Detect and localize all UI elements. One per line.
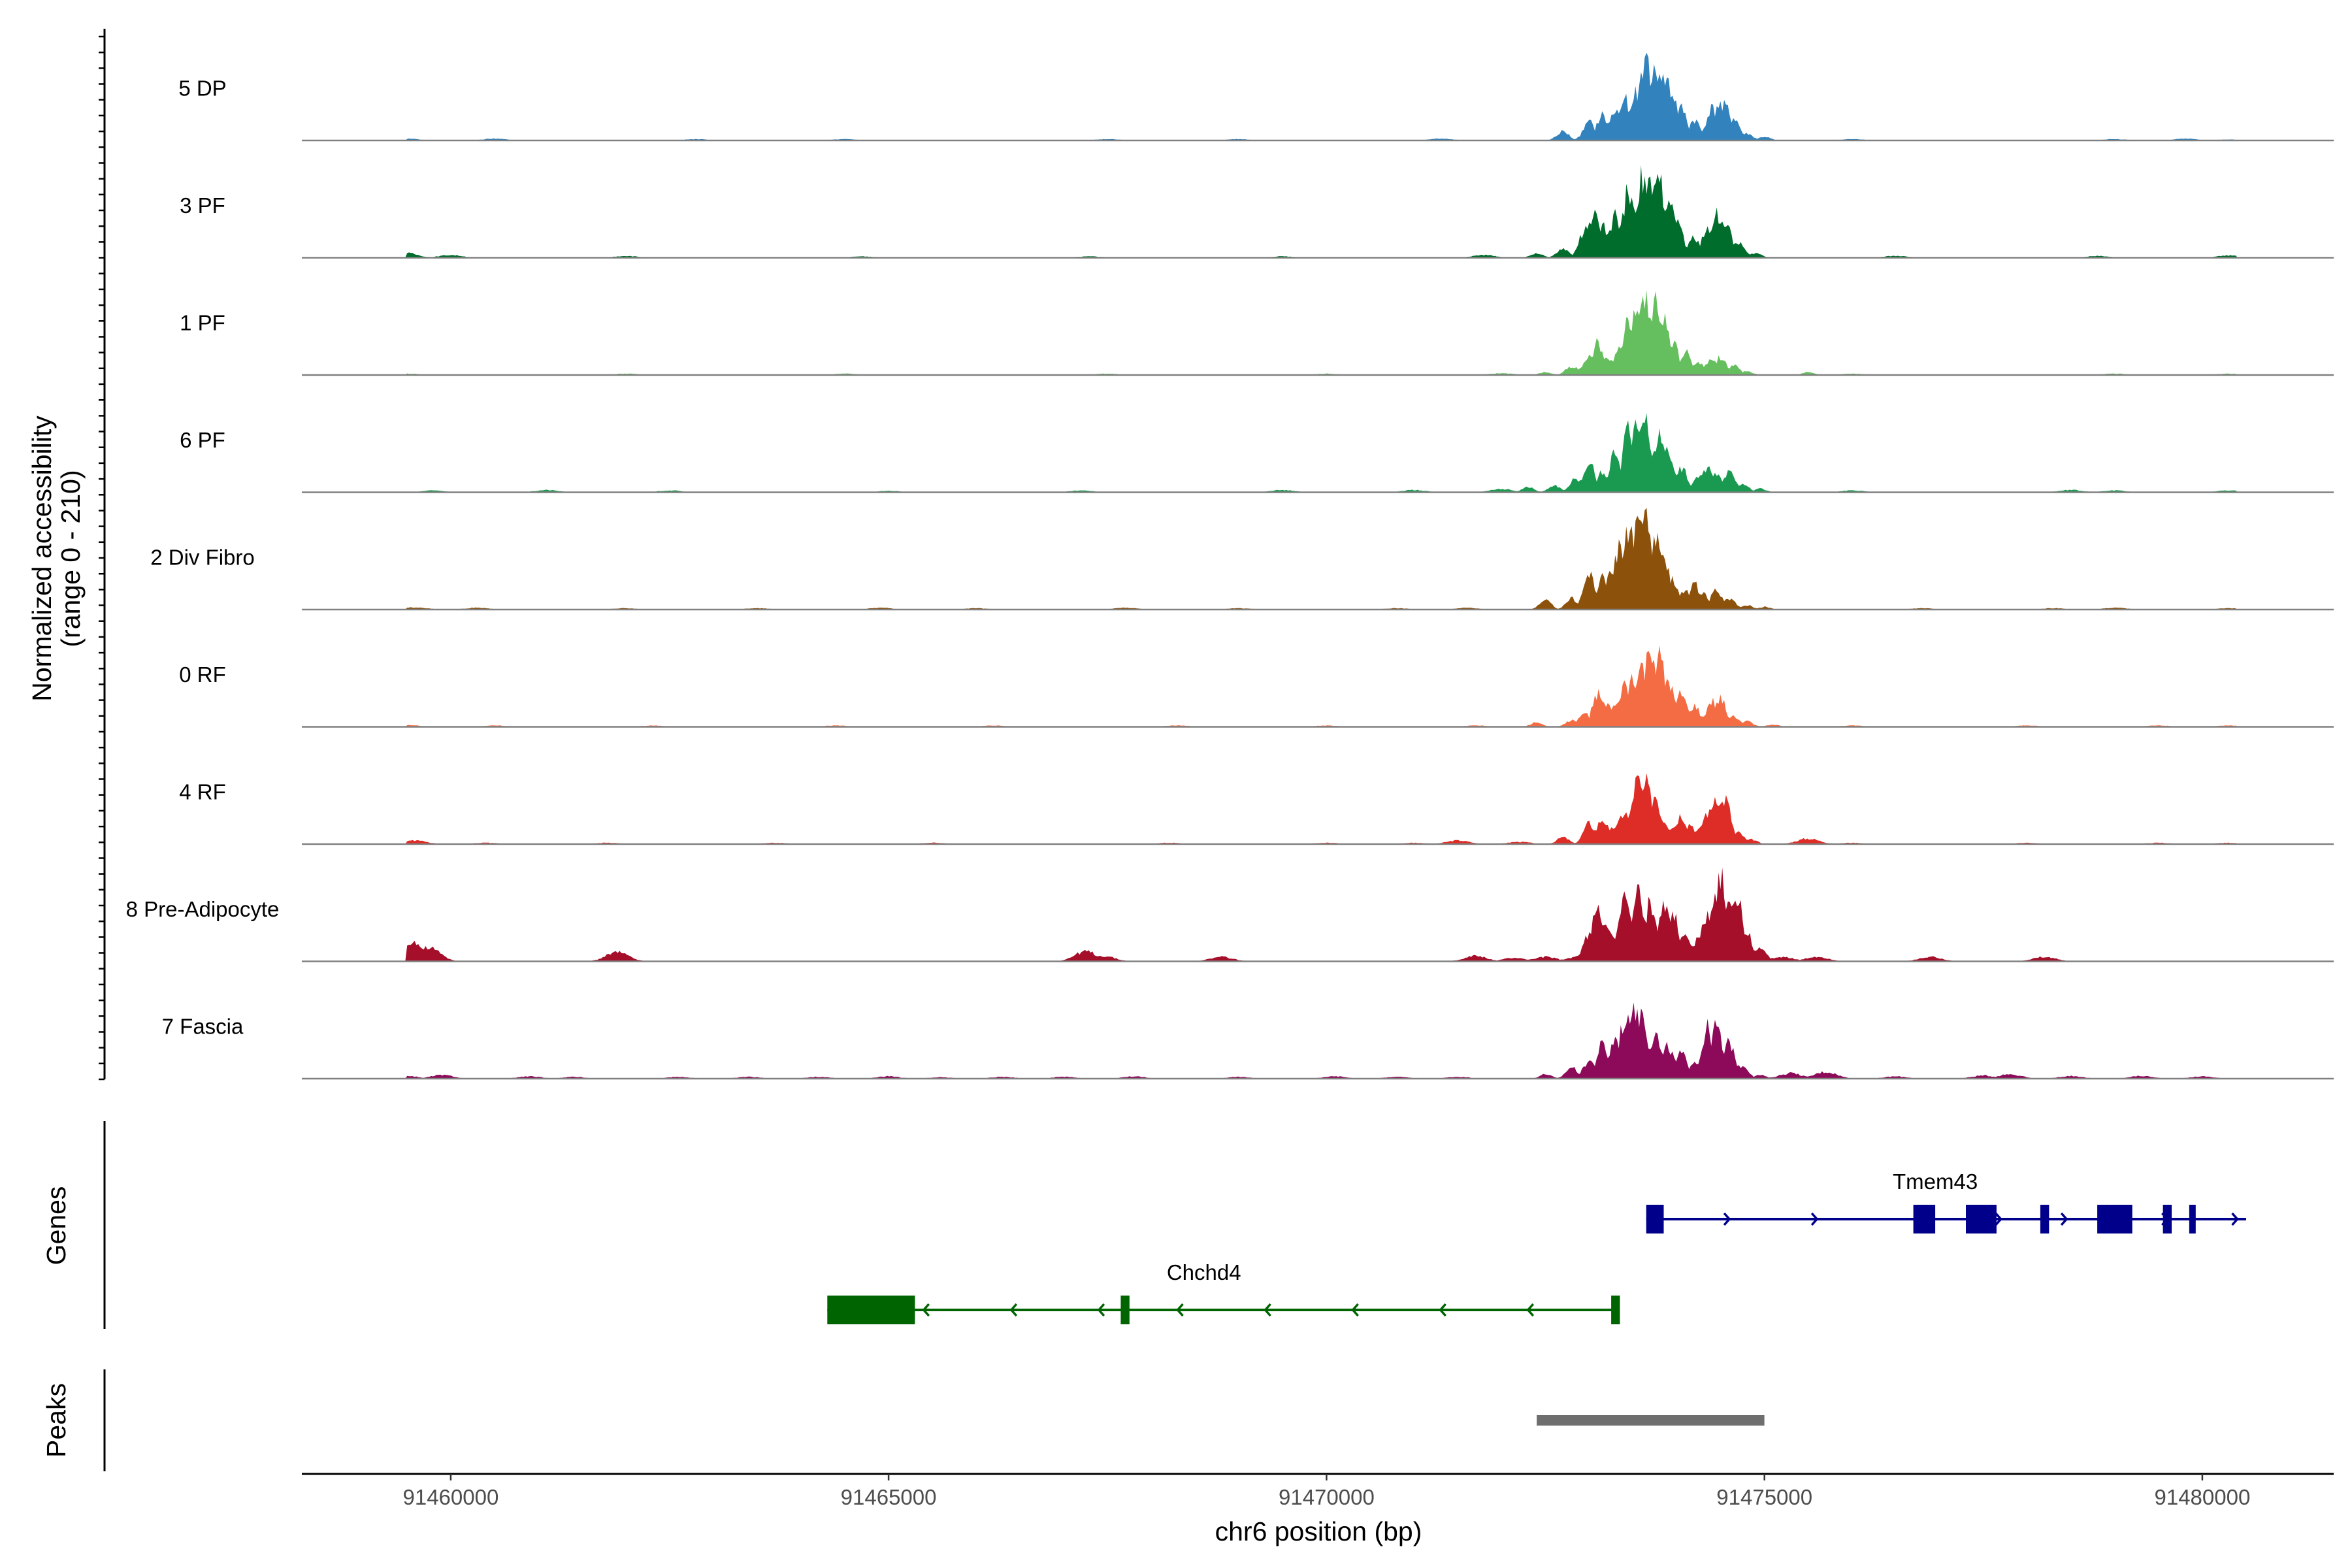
exon bbox=[827, 1296, 915, 1324]
x-tick-label: 91480000 bbox=[2154, 1485, 2250, 1509]
strand-arrow bbox=[1009, 1303, 1018, 1317]
strand-arrow bbox=[1351, 1303, 1359, 1317]
genes-title: Genes bbox=[41, 1186, 71, 1266]
peak-region bbox=[1537, 1415, 1765, 1426]
strand-arrow bbox=[1176, 1303, 1184, 1317]
track-label: 2 Div Fibro bbox=[150, 546, 255, 570]
x-tick-label: 91465000 bbox=[841, 1485, 937, 1509]
coverage-area bbox=[302, 165, 2334, 258]
strand-arrow bbox=[1995, 1212, 2002, 1226]
accessibility-y-axis bbox=[99, 29, 106, 1081]
coverage-area bbox=[302, 645, 2334, 727]
track-label: 3 PF bbox=[180, 193, 225, 218]
gene-tmem43: Tmem43 bbox=[1646, 1169, 2246, 1233]
strand-arrow bbox=[1526, 1303, 1535, 1317]
gene-annotation-track: Tmem43 Chchd4 bbox=[827, 1169, 2246, 1324]
gene-label: Tmem43 bbox=[1893, 1169, 1978, 1194]
track-label: 4 RF bbox=[179, 780, 226, 804]
gene-label: Chchd4 bbox=[1167, 1260, 1241, 1284]
coverage-area bbox=[302, 867, 2334, 962]
track-8-pre-adipocyte: 8 Pre-Adipocyte bbox=[126, 867, 2334, 962]
strand-arrow bbox=[1264, 1303, 1271, 1317]
exon bbox=[1913, 1205, 1936, 1233]
x-tick-label: 91475000 bbox=[1716, 1485, 1812, 1509]
exon bbox=[2189, 1205, 2196, 1233]
coverage-area bbox=[302, 1002, 2334, 1079]
y-axis-title-line-1: Normalized accessibility bbox=[27, 416, 57, 702]
track-2-div-fibro: 2 Div Fibro bbox=[150, 508, 2334, 611]
exon bbox=[2040, 1205, 2050, 1233]
track-label: 1 PF bbox=[180, 311, 225, 335]
strand-arrow bbox=[2231, 1212, 2239, 1226]
exon bbox=[1120, 1296, 1130, 1324]
coverage-area bbox=[302, 413, 2334, 493]
gene-chchd4: Chchd4 bbox=[827, 1260, 1620, 1324]
x-tick-label: 91460000 bbox=[402, 1485, 498, 1509]
track-7-fascia: 7 Fascia bbox=[162, 1002, 2334, 1080]
strand-arrow bbox=[922, 1303, 930, 1317]
x-axis-title: chr6 position (bp) bbox=[1215, 1516, 1422, 1546]
track-label: 5 DP bbox=[178, 76, 226, 101]
peaks-title: Peaks bbox=[41, 1383, 71, 1458]
strand-arrow bbox=[1723, 1212, 1731, 1226]
track-label: 0 RF bbox=[179, 662, 226, 687]
track-4-rf: 4 RF bbox=[179, 773, 2334, 845]
y-axis-title-line-2: (range 0 - 210) bbox=[56, 470, 86, 647]
genomic-position-x-axis: 91460000 91465000 91470000 91475000 91480000 bbox=[302, 1473, 2334, 1509]
track-label: 8 Pre-Adipocyte bbox=[126, 897, 280, 921]
track-label: 7 Fascia bbox=[162, 1015, 244, 1039]
exon bbox=[1611, 1296, 1620, 1324]
peaks-track bbox=[1537, 1415, 1765, 1426]
track-3-pf: 3 PF bbox=[180, 165, 2334, 259]
strand-arrow bbox=[1810, 1212, 1819, 1226]
coverage-tracks: 5 DP 3 PF 1 PF 6 PF 2 Div Fibro 0 RF 4 RF 8 Pre… bbox=[126, 52, 2334, 1080]
exon bbox=[1646, 1205, 1664, 1233]
coverage-area bbox=[302, 773, 2334, 844]
track-0-rf: 0 RF bbox=[179, 645, 2334, 728]
track-5-dp: 5 DP bbox=[178, 52, 2334, 142]
coverage-area bbox=[302, 508, 2334, 610]
exon bbox=[2097, 1205, 2132, 1233]
strand-arrow bbox=[1097, 1303, 1105, 1317]
exon bbox=[1966, 1205, 1997, 1233]
coverage-area bbox=[302, 290, 2334, 375]
strand-arrow bbox=[1439, 1303, 1446, 1317]
track-1-pf: 1 PF bbox=[180, 290, 2334, 376]
track-6-pf: 6 PF bbox=[180, 413, 2334, 493]
track-label: 6 PF bbox=[180, 428, 225, 452]
exon bbox=[2163, 1205, 2172, 1233]
coverage-area bbox=[302, 52, 2334, 140]
x-tick-label: 91470000 bbox=[1279, 1485, 1375, 1509]
strand-arrow bbox=[2060, 1212, 2068, 1226]
